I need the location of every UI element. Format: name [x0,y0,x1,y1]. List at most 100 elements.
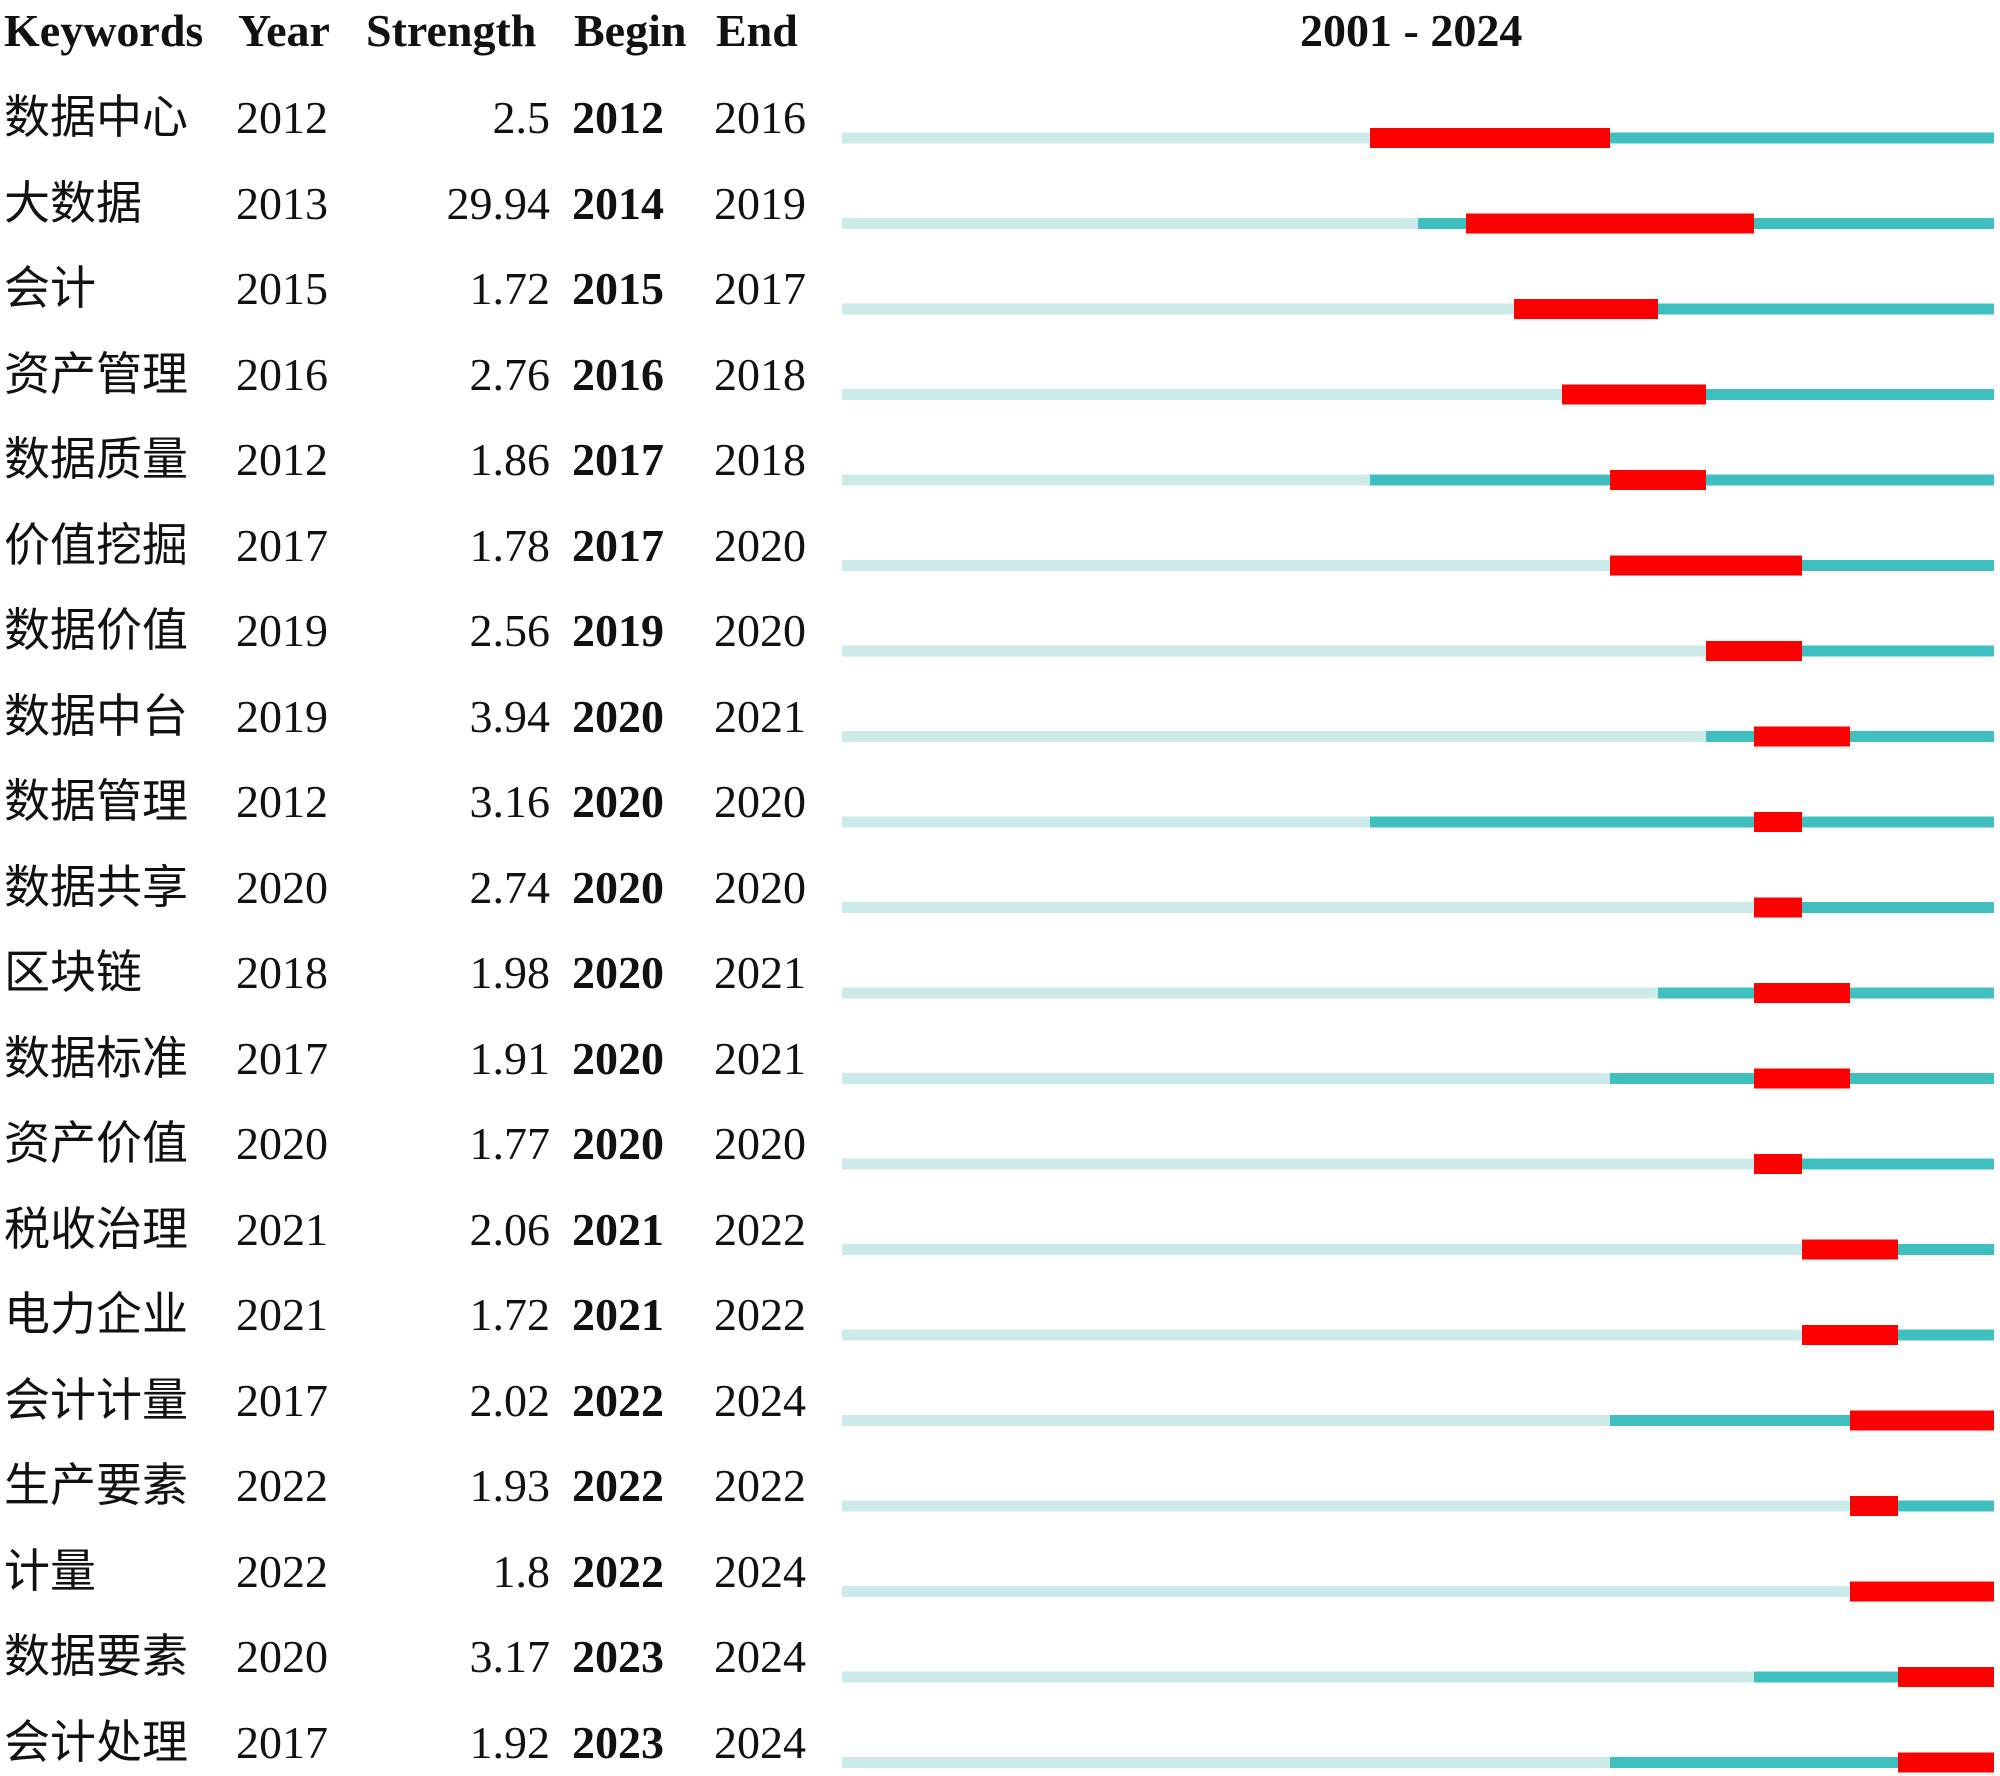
timeline-background-line [842,731,1994,742]
begin-year-cell: 2022 [572,1460,664,1511]
keyword-cell: 数据质量 [4,434,188,485]
begin-year-cell: 2020 [572,1032,664,1084]
end-year-cell: 2021 [714,1032,806,1084]
burst-bar [1562,384,1706,405]
timeline-background-line [842,303,1994,315]
timeline-background-line [842,1415,1994,1426]
timeline-background-line [842,389,1994,400]
begin-year-cell: 2021 [572,1203,664,1255]
begin-year-cell: 2014 [572,177,664,229]
keyword-cell: 生产要素 [4,1460,188,1511]
begin-year-cell: 2021 [572,1289,664,1340]
timeline-background-line [842,1500,1994,1512]
burst-bar [1754,983,1850,1003]
burst-bar [1850,1410,1994,1431]
strength-cell: 1.72 [469,1289,551,1340]
keyword-cell: 数据要素 [4,1631,188,1682]
year-cell: 2022 [236,1545,328,1597]
keyword-cell: 大数据 [4,177,142,229]
year-cell: 2016 [236,348,328,400]
active-period-line [1706,645,1994,657]
end-year-cell: 2020 [714,861,806,913]
timeline-background-line [842,1244,1994,1255]
strength-cell: 2.02 [469,1374,551,1426]
begin-year-cell: 2016 [572,348,664,400]
header-end: End [716,5,798,56]
end-year-cell: 2022 [714,1460,806,1511]
header-begin: Begin [574,5,687,56]
year-cell: 2015 [236,263,328,314]
timeline-background-line [842,645,1994,657]
keyword-cell: 资产管理 [4,348,188,400]
timeline-background-line [842,1158,1994,1170]
active-period-line [1610,1415,1994,1426]
end-year-cell: 2018 [714,434,806,485]
burst-bar [1850,1581,1994,1602]
year-cell: 2018 [236,947,328,998]
end-year-cell: 2017 [714,263,806,314]
end-year-cell: 2022 [714,1203,806,1255]
keyword-cell: 区块链 [4,947,142,998]
end-year-cell: 2022 [714,1289,806,1340]
begin-year-cell: 2022 [572,1545,664,1597]
year-cell: 2019 [236,690,328,742]
year-cell: 2021 [236,1203,328,1255]
keyword-cell: 数据管理 [4,776,188,827]
keyword-cell: 会计 [4,263,96,314]
timeline-background-line [842,987,1994,999]
keyword-cell: 资产价值 [4,1118,188,1169]
burst-bar [1802,1239,1898,1260]
year-cell: 2019 [236,605,328,656]
timeline-background-line [842,902,1994,913]
year-cell: 2017 [236,1374,328,1426]
strength-cell: 29.94 [446,177,551,229]
header-strength: Strength [366,5,537,56]
year-cell: 2012 [236,434,328,485]
begin-year-cell: 2015 [572,263,664,314]
end-year-cell: 2020 [714,776,806,827]
strength-cell: 3.94 [469,690,551,742]
year-cell: 2017 [236,519,328,571]
year-cell: 2022 [236,1460,328,1511]
end-year-cell: 2024 [714,1545,806,1597]
begin-year-cell: 2019 [572,605,664,656]
burst-bar [1754,897,1802,918]
begin-year-cell: 2020 [572,1118,664,1169]
burst-bar [1754,726,1850,747]
keyword-cell: 数据标准 [4,1032,188,1084]
strength-cell: 1.86 [469,434,551,485]
end-year-cell: 2024 [714,1716,806,1768]
end-year-cell: 2021 [714,690,806,742]
end-year-cell: 2019 [714,177,806,229]
burst-bar [1850,1496,1898,1516]
begin-year-cell: 2020 [572,776,664,827]
strength-cell: 2.5 [492,92,551,143]
begin-year-cell: 2020 [572,861,664,913]
keyword-cell: 数据中台 [4,690,188,742]
begin-year-cell: 2022 [572,1374,664,1426]
strength-cell: 3.17 [469,1631,551,1682]
active-period-line [1754,902,1994,913]
strength-cell: 1.72 [469,263,551,314]
year-cell: 2012 [236,92,328,143]
keyword-cell: 数据价值 [4,605,188,656]
burst-bar [1370,128,1610,148]
active-period-line [1850,1500,1994,1512]
burst-bar [1514,299,1658,319]
burst-bar [1898,1752,1994,1773]
strength-cell: 1.91 [469,1032,551,1084]
burst-bar [1706,641,1802,661]
burst-bar [1754,1154,1802,1174]
begin-year-cell: 2012 [572,92,664,143]
timeline-background-line [842,1586,1994,1597]
end-year-cell: 2020 [714,1118,806,1169]
end-year-cell: 2016 [714,92,806,143]
header-range: 2001 - 2024 [1300,5,1523,56]
keyword-cell: 数据共享 [4,861,188,913]
end-year-cell: 2024 [714,1374,806,1426]
year-cell: 2020 [236,861,328,913]
begin-year-cell: 2023 [572,1716,664,1768]
keyword-cell: 计量 [4,1545,96,1597]
year-cell: 2012 [236,776,328,827]
timeline-background-line [842,1329,1994,1341]
